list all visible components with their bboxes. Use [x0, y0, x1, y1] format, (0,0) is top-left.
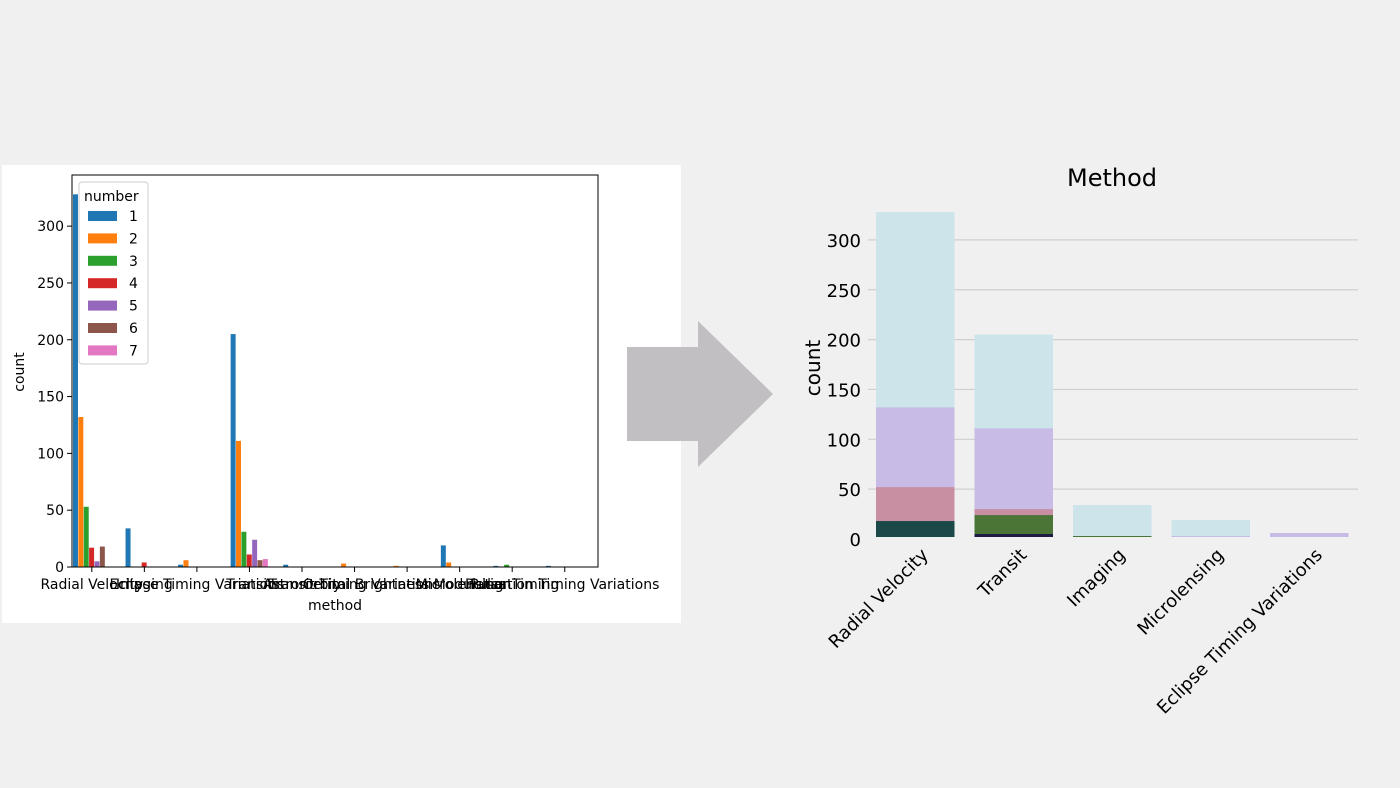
right-bar-microlensing-layer-2 [1171, 536, 1250, 537]
legend-swatch-6 [88, 323, 117, 333]
left-bar-transit-series-4 [246, 554, 252, 567]
left-bar-transit-series-7 [262, 559, 268, 567]
legend-swatch-4 [88, 278, 117, 289]
left-bar-transit-series-2 [236, 440, 241, 567]
left-xtick-label-astrometry: Astrometry [263, 577, 341, 593]
left-ytick-label: 250 [37, 276, 64, 292]
left-bar-orbital-brightness-modulation-series-2 [393, 565, 399, 567]
legend-label-3: 3 [129, 254, 138, 270]
left-bar-radial-velocity-series-4 [89, 547, 95, 567]
right-xtick-label-imaging: Imaging [1063, 545, 1130, 612]
right-chart-y-ticks: 0 50 100 150 200 250 300 [827, 231, 861, 551]
left-bar-transit-series-3 [241, 531, 247, 567]
left-xtick-label-pulsation-timing-variations: Pulsation Timing Variations [470, 577, 659, 593]
left-bar-radial-velocity-series-2 [78, 417, 84, 567]
right-bar-transit-layer-4 [974, 515, 1053, 537]
right-xtick-label-radial-velocity: Radial Velocity [825, 544, 933, 652]
legend-label-4: 4 [129, 276, 138, 292]
right-ytick-label: 250 [827, 281, 861, 302]
left-xtick-label-microlensing: Microlensing [416, 577, 504, 593]
left-bar-microlensing-series-1 [440, 545, 446, 567]
left-chart: 0 50 100 150 200 250 300 Radial VelocityImagin… [12, 174, 659, 614]
left-bar-eclipse-timing-variations-series-1 [178, 564, 184, 567]
right-bar-imaging-layer-4 [1073, 536, 1152, 537]
legend-label-7: 7 [129, 343, 138, 359]
right-arrow-icon [627, 321, 773, 467]
left-chart-xlabel: method [308, 598, 362, 614]
left-xtick-label-eclipse-timing-variations: Eclipse Timing Variations [110, 577, 285, 593]
right-ytick-label: 150 [827, 380, 861, 401]
legend-label-1: 1 [129, 209, 138, 225]
left-bar-transit-series-1 [230, 334, 236, 567]
left-xtick-label-pulsar-timing: Pulsar Timing [465, 577, 559, 593]
left-bar-astrometry-series-1 [283, 564, 289, 567]
left-bar-transit-timing-variations-series-2 [341, 563, 347, 567]
right-ytick-label: 200 [827, 331, 861, 352]
left-chart-ylabel: count [12, 352, 28, 392]
left-bar-imaging-series-1 [125, 528, 131, 567]
left-ytick-label: 300 [37, 219, 64, 235]
left-bar-pulsation-timing-variations-series-1 [545, 565, 551, 567]
legend-swatch-7 [88, 345, 117, 356]
left-ytick-label: 0 [55, 560, 64, 576]
right-xtick-label-microlensing: Microlensing [1133, 545, 1228, 640]
right-chart-title: Method [1067, 164, 1157, 192]
legend-label-6: 6 [129, 321, 138, 337]
left-chart-bars [73, 194, 551, 567]
right-bar-eclipse-timing-variations-layer-2 [1270, 533, 1349, 537]
right-ytick-label: 50 [838, 480, 861, 501]
left-bar-eclipse-timing-variations-series-2 [183, 560, 189, 567]
left-ytick-label: 100 [37, 446, 64, 462]
legend-title: number [84, 189, 139, 205]
left-ytick-label: 50 [46, 503, 64, 519]
left-bar-microlensing-series-2 [446, 562, 452, 567]
left-bar-radial-velocity-series-1 [73, 194, 78, 567]
left-xtick-label-orbital-brightness-modulation: Orbital Brightness Modulation [303, 577, 512, 593]
legend-box [78, 181, 149, 365]
left-chart-y-ticks: 0 50 100 150 200 250 300 [37, 219, 72, 576]
left-chart-legend: number 1 2 3 4 5 6 7 [78, 181, 149, 365]
left-bar-radial-velocity-series-6 [99, 546, 105, 567]
left-xtick-label-imaging: Imaging [116, 577, 173, 593]
left-xtick-label-transit: Transit [225, 577, 273, 593]
right-chart-ylabel: count [801, 340, 825, 397]
right-chart-x-ticks: Radial Velocity Transit Imaging Microlensin… [825, 544, 1327, 718]
legend-label-5: 5 [129, 299, 138, 315]
left-ytick-label: 150 [37, 390, 64, 406]
right-chart-bars [876, 211, 1349, 538]
right-xtick-label-eclipse-timing-variations: Eclipse Timing Variations [1153, 545, 1327, 719]
left-bar-pulsar-timing-series-1 [493, 565, 499, 567]
right-ytick-label: 0 [850, 530, 861, 551]
legend-swatch-1 [88, 211, 117, 221]
right-xtick-label-transit: Transit [974, 545, 1032, 603]
left-bar-imaging-series-4 [141, 562, 147, 567]
legend-swatch-3 [88, 255, 117, 266]
right-bar-microlensing-layer-1 [1171, 520, 1250, 537]
left-ytick-label: 200 [37, 333, 64, 349]
left-bar-radial-velocity-series-5 [94, 561, 100, 567]
legend-swatch-5 [88, 300, 117, 311]
left-bar-transit-series-6 [257, 560, 263, 567]
right-bar-radial-velocity-layer-5 [876, 521, 955, 537]
legend-label-2: 2 [129, 231, 138, 247]
left-bar-pulsar-timing-series-3 [504, 564, 510, 567]
left-bar-radial-velocity-series-3 [83, 506, 89, 567]
right-ytick-label: 100 [827, 430, 861, 451]
left-bar-transit-series-5 [252, 539, 258, 567]
right-chart: 0 50 100 150 200 250 300 Radial Velocity Transi… [801, 164, 1358, 718]
right-bar-transit-layer-6 [974, 534, 1053, 537]
right-ytick-label: 300 [827, 231, 861, 252]
legend-swatch-2 [88, 233, 117, 244]
left-xtick-label-transit-timing-variations: Transit Timing Variations [268, 577, 441, 593]
left-xtick-label-radial-velocity: Radial Velocity [40, 577, 143, 593]
left-chart-frame [71, 174, 599, 568]
right-bar-imaging-layer-1 [1073, 505, 1152, 537]
